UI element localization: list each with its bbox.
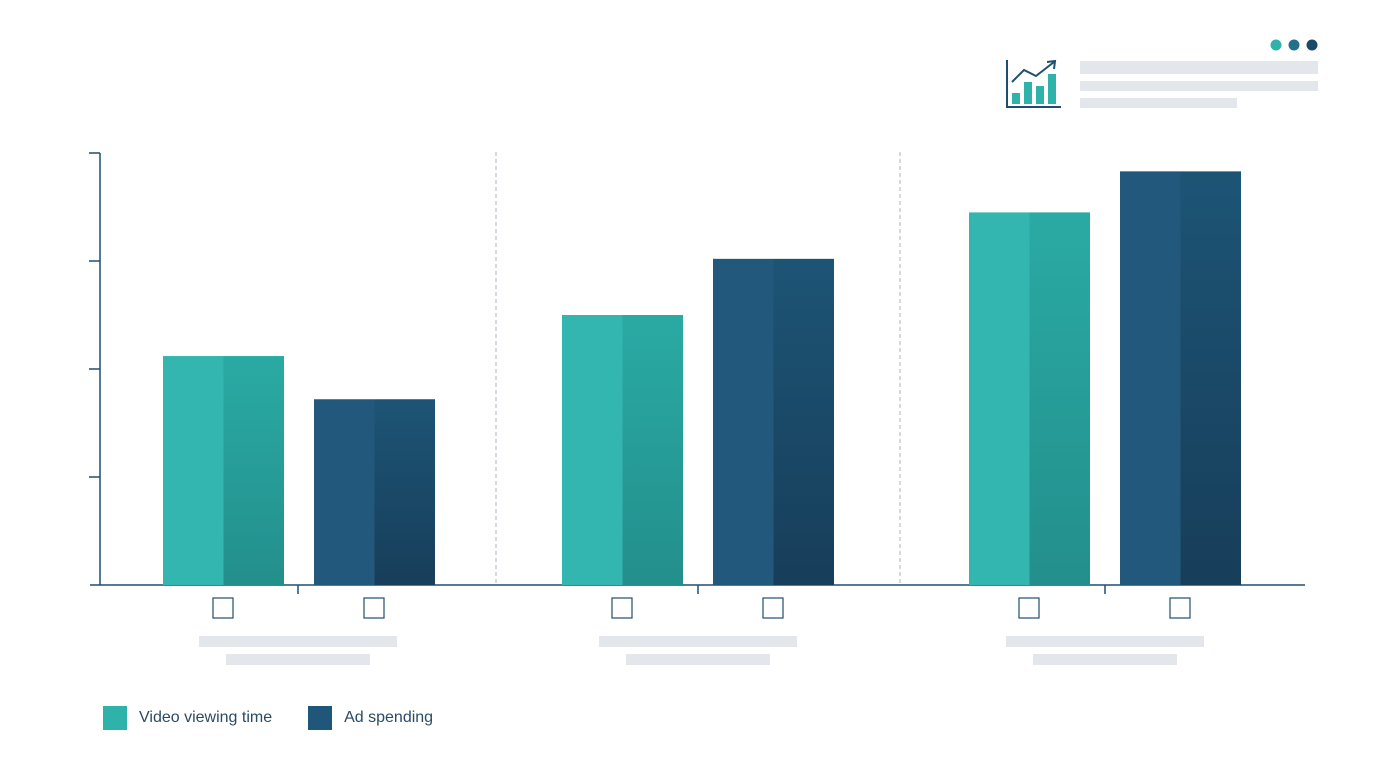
bar-video-viewing-time (969, 212, 1030, 585)
bar-video-viewing-time-shade (622, 315, 683, 585)
legend-item-video-viewing-time: Video viewing time (103, 706, 272, 730)
legend-label: Ad spending (344, 709, 434, 726)
checkbox-icon (762, 597, 784, 619)
header-dot-2 (1288, 39, 1300, 51)
legend-swatch (308, 706, 333, 730)
bar-ad-spending (314, 399, 375, 585)
bar-ad-spending (1120, 171, 1181, 586)
checkbox-icon (1018, 597, 1040, 619)
checkbox-icon (212, 597, 234, 619)
category-label-placeholder (226, 654, 370, 665)
header-placeholder-line-1 (1080, 61, 1318, 74)
category-label-placeholder (199, 636, 397, 647)
chart-header (1006, 39, 1318, 108)
x-axis-labels (199, 597, 1204, 665)
checkbox-icon (363, 597, 385, 619)
category-label-placeholder (626, 654, 770, 665)
bar-ad-spending-shade (1180, 171, 1241, 586)
bar-ad-spending-shade (374, 399, 435, 585)
category-label-placeholder (599, 636, 797, 647)
x-axis (90, 584, 1305, 594)
checkbox-icon (1169, 597, 1191, 619)
bar-ad-spending-shade (773, 258, 834, 585)
bar-chart-growth-icon (1006, 59, 1061, 108)
bar-video-viewing-time-shade (223, 356, 284, 585)
bar-video-viewing-time (163, 356, 224, 585)
bar-video-viewing-time (562, 315, 623, 585)
legend-label: Video viewing time (139, 709, 273, 726)
checkbox-icon (611, 597, 633, 619)
legend-item-ad-spending: Ad spending (308, 706, 433, 730)
bars-layer (163, 171, 1241, 586)
header-dot-3 (1306, 39, 1318, 51)
legend-swatch (103, 706, 127, 730)
header-dot-1 (1270, 39, 1282, 51)
legend: Video viewing time Ad spending (103, 706, 469, 730)
header-placeholder-line-2 (1080, 81, 1318, 91)
bar-video-viewing-time-shade (1029, 212, 1090, 585)
y-axis (89, 152, 101, 585)
category-label-placeholder (1033, 654, 1177, 665)
bar-ad-spending (713, 258, 774, 585)
header-placeholder-line-3 (1080, 98, 1237, 108)
category-label-placeholder (1006, 636, 1204, 647)
